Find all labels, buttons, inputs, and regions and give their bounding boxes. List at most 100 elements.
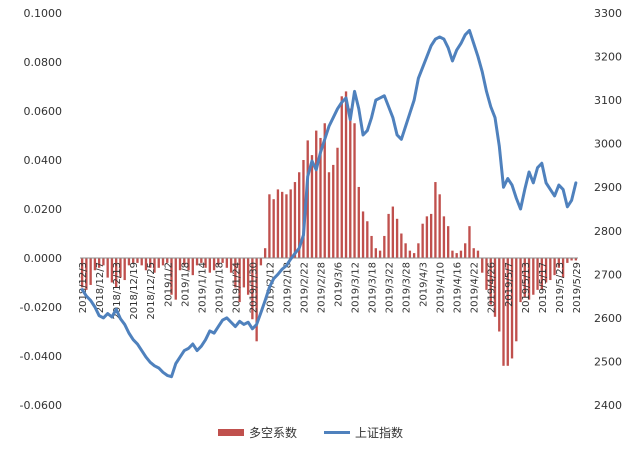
bar-series-duokong	[80, 91, 578, 366]
bar	[574, 258, 578, 261]
x-tick-label: 2019/5/29	[572, 262, 583, 313]
bar	[442, 216, 446, 258]
bar	[451, 250, 454, 258]
bar	[378, 250, 382, 258]
x-tick-label: 2018/12/7	[95, 262, 106, 313]
x-tick-label: 2019/5/13	[521, 262, 532, 313]
x-tick-label: 2019/2/28	[316, 262, 327, 313]
x-tick-label: 2018/12/25	[146, 262, 157, 320]
bar	[132, 258, 135, 263]
bar	[119, 258, 122, 278]
x-tick-label: 2019/3/6	[334, 262, 345, 307]
bar	[161, 258, 165, 266]
bar	[191, 258, 194, 276]
bar	[566, 258, 569, 263]
bar	[370, 235, 373, 258]
bar	[438, 194, 441, 258]
right-tick-label: 3300	[594, 7, 622, 20]
left-tick-label: 0.0800	[24, 56, 63, 69]
bar	[489, 258, 492, 305]
bar	[97, 258, 101, 268]
legend: 多空系数 上证指数	[218, 425, 403, 440]
bar	[502, 258, 505, 366]
bar	[195, 258, 199, 266]
left-tick-label: 0.0600	[24, 105, 63, 118]
bar	[540, 258, 543, 290]
bar	[327, 172, 331, 258]
line-series-shangzheng	[80, 28, 578, 379]
bar	[259, 258, 263, 266]
bar	[429, 213, 433, 258]
x-tick-label: 2019/4/3	[419, 262, 430, 307]
bar	[459, 250, 463, 258]
bar	[557, 258, 561, 268]
bar	[481, 258, 484, 273]
bar	[115, 258, 118, 288]
bar	[242, 258, 246, 288]
bar	[255, 258, 258, 342]
bar	[544, 258, 548, 283]
bar	[361, 211, 365, 258]
legend-label-bar: 多空系数	[249, 425, 297, 440]
x-tick-label: 2019/4/26	[487, 262, 498, 313]
x-tick-label: 2019/5/7	[504, 262, 515, 307]
line-path	[80, 28, 578, 379]
bar	[425, 216, 429, 258]
bar	[374, 248, 377, 258]
bar	[510, 258, 514, 359]
bar	[315, 130, 318, 258]
x-tick-label: 2019/4/16	[453, 262, 464, 313]
bar	[136, 258, 139, 263]
bar	[302, 160, 305, 258]
bar	[468, 226, 471, 258]
x-tick-label: 2019/1/24	[231, 262, 242, 313]
bar	[217, 258, 220, 266]
x-tick-label: 2019/3/28	[402, 262, 413, 313]
bar	[110, 258, 114, 283]
x-tick-label: 2019/3/18	[368, 262, 379, 313]
bar	[434, 182, 437, 258]
right-tick-label: 3200	[594, 51, 622, 64]
bar	[344, 91, 348, 259]
bar	[387, 213, 390, 258]
bar	[106, 258, 109, 278]
bar	[149, 258, 152, 268]
right-tick-label: 2500	[594, 355, 622, 368]
bar	[310, 155, 314, 258]
bar	[187, 258, 190, 271]
bar	[234, 258, 237, 288]
bar	[498, 258, 501, 332]
bar	[332, 164, 335, 258]
bar	[246, 258, 250, 295]
bar	[357, 186, 360, 258]
x-tick-label: 2019/4/22	[470, 262, 481, 313]
bar	[251, 258, 254, 320]
bar	[174, 258, 177, 300]
bar	[140, 258, 143, 266]
left-tick-label: -0.0200	[20, 301, 62, 314]
bar	[366, 221, 369, 258]
bar	[421, 223, 424, 258]
x-tick-label: 2019/5/17	[538, 262, 549, 313]
x-tick-label: 2019/1/2	[163, 262, 174, 307]
bar	[472, 248, 475, 258]
bar	[493, 258, 497, 317]
bar	[281, 191, 284, 258]
bar	[536, 258, 539, 290]
x-tick-label: 2019/3/22	[385, 262, 396, 313]
right-tick-label: 3000	[594, 138, 622, 151]
bar	[323, 123, 326, 258]
bar	[412, 253, 416, 258]
left-tick-label: 0.0400	[24, 154, 63, 167]
bar	[353, 123, 356, 258]
right-y-axis: 2400 2500 2600 2700 2800 2900 3000 3100 3200 3300	[594, 7, 622, 412]
bar	[204, 258, 207, 268]
bar	[408, 250, 412, 258]
bar	[272, 199, 275, 258]
bar	[404, 243, 407, 258]
left-tick-label: -0.0400	[20, 350, 62, 363]
bar	[391, 206, 395, 258]
bar	[183, 258, 186, 266]
x-tick-label: 2019/2/22	[299, 262, 310, 313]
bar	[208, 258, 211, 273]
